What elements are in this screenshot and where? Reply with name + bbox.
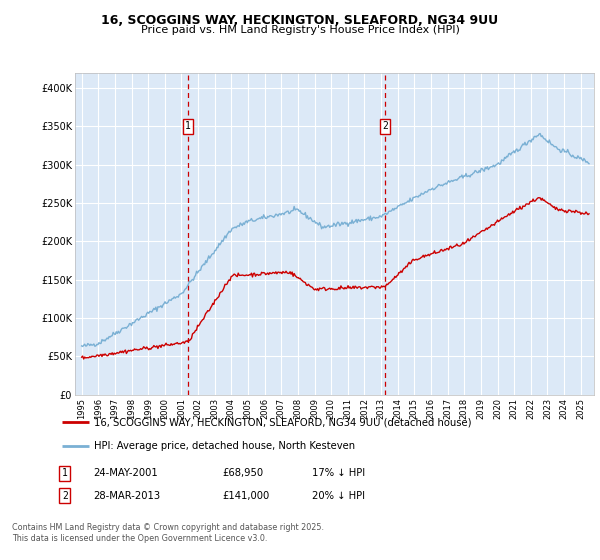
Text: Price paid vs. HM Land Registry's House Price Index (HPI): Price paid vs. HM Land Registry's House … xyxy=(140,25,460,35)
Text: 24-MAY-2001: 24-MAY-2001 xyxy=(93,468,158,478)
Text: 2: 2 xyxy=(382,122,388,132)
Text: 20% ↓ HPI: 20% ↓ HPI xyxy=(312,491,365,501)
Text: 2: 2 xyxy=(62,491,68,501)
Text: 16, SCOGGINS WAY, HECKINGTON, SLEAFORD, NG34 9UU: 16, SCOGGINS WAY, HECKINGTON, SLEAFORD, … xyxy=(101,14,499,27)
Text: 28-MAR-2013: 28-MAR-2013 xyxy=(93,491,160,501)
Text: 16, SCOGGINS WAY, HECKINGTON, SLEAFORD, NG34 9UU (detached house): 16, SCOGGINS WAY, HECKINGTON, SLEAFORD, … xyxy=(94,417,472,427)
Text: 17% ↓ HPI: 17% ↓ HPI xyxy=(312,468,365,478)
Text: 1: 1 xyxy=(185,122,191,132)
Text: £68,950: £68,950 xyxy=(222,468,263,478)
Text: Contains HM Land Registry data © Crown copyright and database right 2025.: Contains HM Land Registry data © Crown c… xyxy=(12,523,324,532)
Text: 1: 1 xyxy=(62,468,68,478)
Text: £141,000: £141,000 xyxy=(222,491,269,501)
Text: HPI: Average price, detached house, North Kesteven: HPI: Average price, detached house, Nort… xyxy=(94,441,356,451)
Text: This data is licensed under the Open Government Licence v3.0.: This data is licensed under the Open Gov… xyxy=(12,534,268,543)
